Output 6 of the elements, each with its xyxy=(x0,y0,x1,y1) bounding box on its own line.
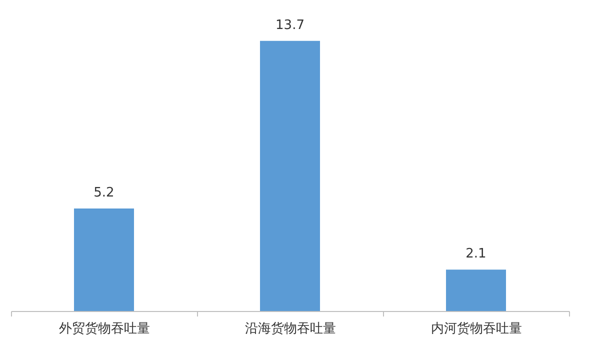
data-label: 2.1 xyxy=(466,246,486,262)
data-label: 13.7 xyxy=(276,18,304,33)
x-tick-label: 外贸货物吞吐量 xyxy=(59,322,150,336)
data-label: 5.2 xyxy=(94,185,114,200)
x-tick-label: 内河货物吞吐量 xyxy=(431,322,522,336)
x-tick-label: 沿海货物吞吐量 xyxy=(245,322,336,336)
